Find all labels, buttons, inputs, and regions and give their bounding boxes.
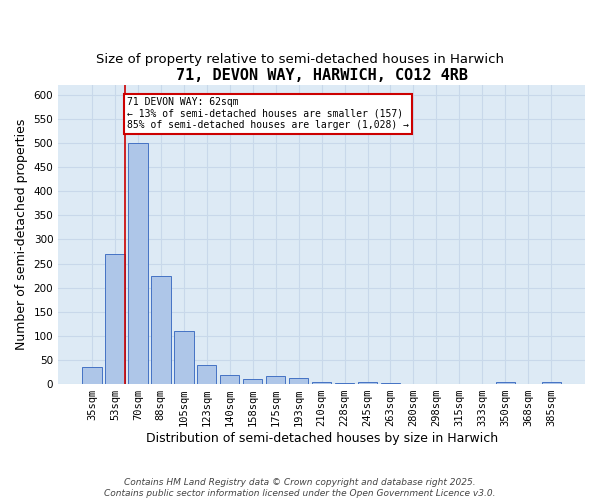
Title: 71, DEVON WAY, HARWICH, CO12 4RB: 71, DEVON WAY, HARWICH, CO12 4RB <box>176 68 467 82</box>
Bar <box>496 382 515 384</box>
Bar <box>105 254 125 384</box>
Bar <box>174 331 194 384</box>
Bar <box>128 143 148 384</box>
Bar <box>358 382 377 384</box>
Bar <box>151 276 170 384</box>
Bar <box>266 376 286 384</box>
Bar <box>243 380 262 384</box>
Bar <box>197 365 217 384</box>
Bar <box>335 382 355 384</box>
Bar <box>542 382 561 384</box>
Text: Size of property relative to semi-detached houses in Harwich: Size of property relative to semi-detach… <box>96 52 504 66</box>
X-axis label: Distribution of semi-detached houses by size in Harwich: Distribution of semi-detached houses by … <box>146 432 497 445</box>
Text: 71 DEVON WAY: 62sqm
← 13% of semi-detached houses are smaller (157)
85% of semi-: 71 DEVON WAY: 62sqm ← 13% of semi-detach… <box>127 97 409 130</box>
Bar <box>82 367 101 384</box>
Bar <box>381 382 400 384</box>
Bar <box>289 378 308 384</box>
Y-axis label: Number of semi-detached properties: Number of semi-detached properties <box>15 119 28 350</box>
Text: Contains HM Land Registry data © Crown copyright and database right 2025.
Contai: Contains HM Land Registry data © Crown c… <box>104 478 496 498</box>
Bar <box>312 382 331 384</box>
Bar <box>220 376 239 384</box>
